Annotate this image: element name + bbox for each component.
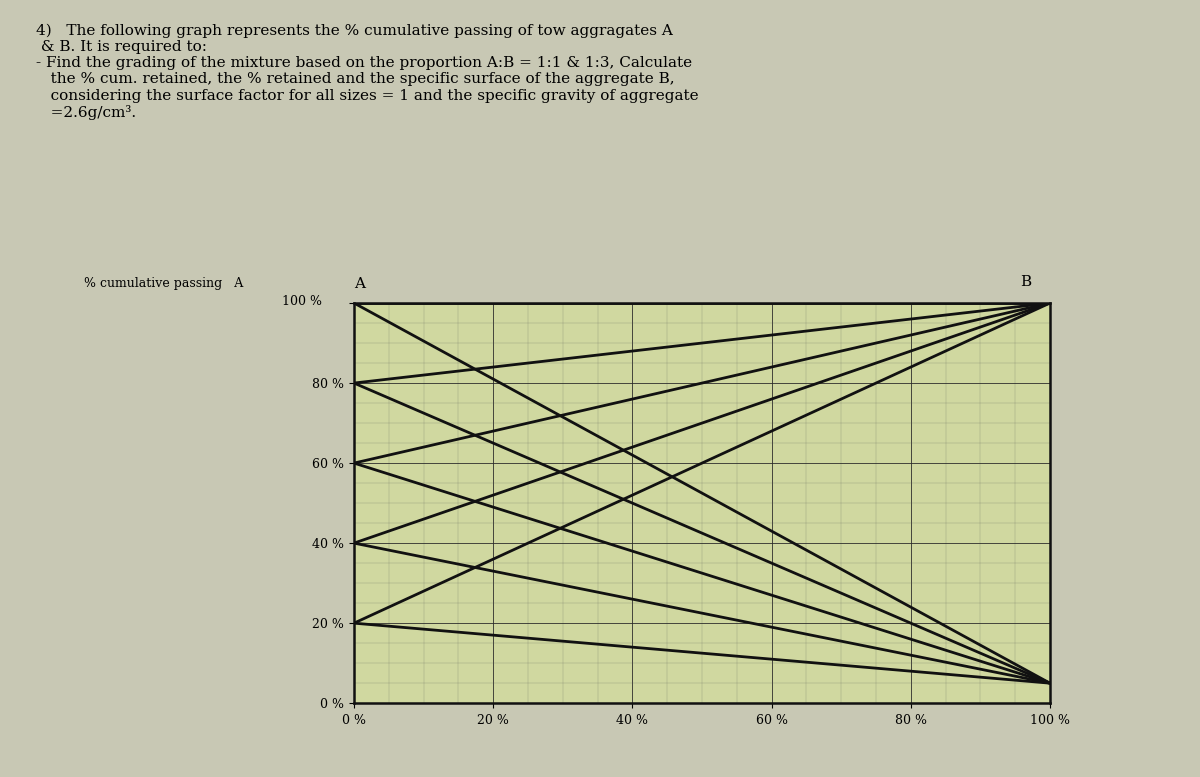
Text: A: A <box>354 277 365 291</box>
Text: B: B <box>1020 275 1032 289</box>
Text: 100 %: 100 % <box>282 295 322 308</box>
Text: % cumulative passing   A: % cumulative passing A <box>84 277 244 290</box>
Text: 4)   The following graph represents the % cumulative passing of tow aggragates A: 4) The following graph represents the % … <box>36 23 698 120</box>
